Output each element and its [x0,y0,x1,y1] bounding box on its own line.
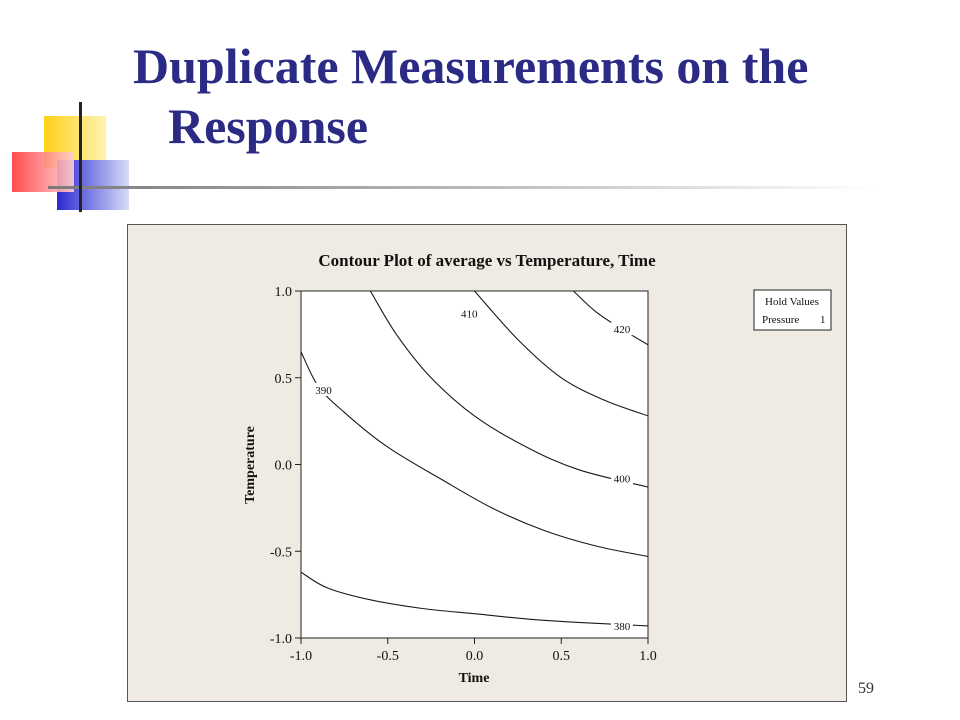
contour-label-bg [610,618,633,632]
title-decoration [12,102,880,212]
contour-label-390: 390 [315,385,332,397]
vertical-rule [79,102,82,212]
contour-label-bg [610,322,633,336]
contour-lines: 380 390 400 410 420 [300,290,649,633]
red-square [12,152,74,192]
y-tick-label: 0.0 [275,459,293,474]
page-number: 59 [858,680,874,697]
x-tick-label: -1.0 [290,649,312,664]
slide-title-line1: Duplicate Measurements on the [133,38,809,94]
x-tick-label: -0.5 [377,649,399,664]
contour-label-bg [458,306,481,320]
y-tick-label: -0.5 [270,545,292,560]
contour-figure: Contour Plot of average vs Temperature, … [127,224,847,702]
contour-plot: Contour Plot of average vs Temperature, … [243,251,832,686]
contour-line-400 [369,290,649,488]
hold-values-heading: Hold Values [765,296,819,308]
plot-area [300,290,649,639]
contour-label-bg [312,382,335,396]
x-tick-label: 0.0 [466,649,484,664]
chart-title: Contour Plot of average vs Temperature, … [318,251,656,270]
x-axis: -1.0 -0.5 0.0 0.5 1.0 [290,638,657,664]
x-tick-label: 0.5 [553,649,571,664]
x-axis-label: Time [459,671,490,686]
contour-label-bg [610,471,633,485]
title-rule [48,186,880,189]
y-tick-label: -1.0 [270,632,292,647]
x-tick-label: 1.0 [639,649,657,664]
hold-values-label: Pressure [762,314,799,326]
contour-line-380 [300,571,649,627]
y-axis-label: Temperature [243,426,258,504]
y-tick-label: 0.5 [275,372,293,387]
y-axis: -1.0 -0.5 0.0 0.5 1.0 [270,285,301,647]
slide-title: Duplicate Measurements on the Response [133,36,953,156]
contour-label-400: 400 [614,473,631,485]
contour-line-420 [573,290,649,346]
contour-label-410: 410 [461,309,478,321]
hold-values-box: Hold Values Pressure 1 [753,289,832,331]
contour-label-380: 380 [614,621,631,633]
slide-title-line2: Response [168,98,369,154]
hold-values-value: 1 [820,314,826,326]
contour-line-410 [474,290,649,417]
y-tick-label: 1.0 [275,285,293,300]
contour-label-420: 420 [614,324,631,336]
